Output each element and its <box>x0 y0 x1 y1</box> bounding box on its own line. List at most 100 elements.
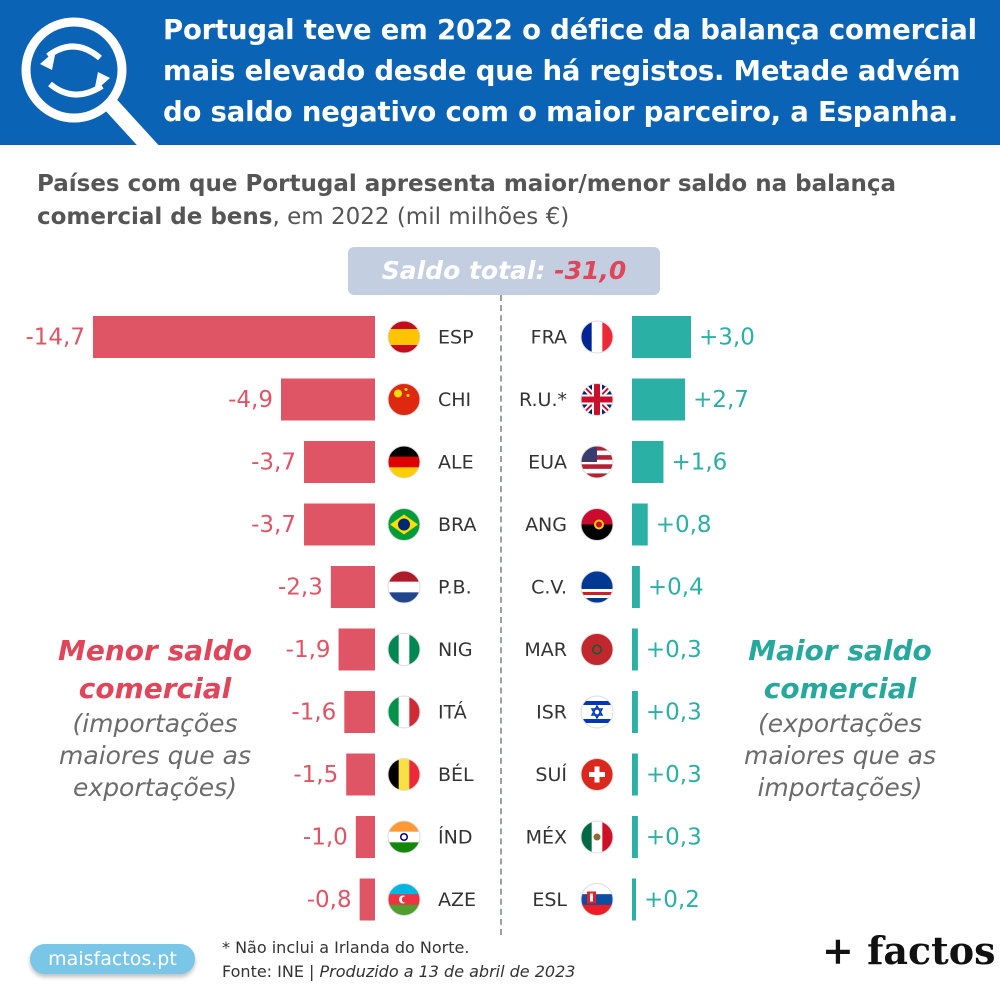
bar-value-label: +0,8 <box>656 512 712 538</box>
bar-value-label: +0,3 <box>646 637 702 663</box>
subtitle-rest: , em 2022 (mil milhões €) <box>272 204 570 230</box>
country-label: ÍND <box>438 826 472 849</box>
country-label: FRA <box>531 327 567 349</box>
flag-bél-icon <box>387 758 421 791</box>
country-label: ITÁ <box>438 701 467 724</box>
subtitle-bold: Países com que Portugal apresenta maior/… <box>37 171 897 230</box>
bar-negative <box>93 316 375 358</box>
bar-positive <box>632 378 686 421</box>
flag-fra-icon <box>580 320 614 354</box>
flag-mar-icon <box>580 633 614 666</box>
flag-chi-icon <box>387 383 421 416</box>
left-panel-note: (importações maiores que as exportações) <box>59 709 251 802</box>
bar-value-label: -0,8 <box>307 887 352 913</box>
right-panel-note: (exportações maiores que as importações) <box>744 709 936 802</box>
bar-negative <box>344 691 375 733</box>
flag-esl-icon <box>580 883 614 916</box>
flag-ang-icon <box>580 508 614 541</box>
bar-value-label: +0,3 <box>646 825 702 851</box>
country-label: ESP <box>438 327 474 349</box>
bar-negative <box>338 628 375 671</box>
country-label: ISR <box>536 702 567 724</box>
bar-positive <box>632 566 640 608</box>
flag-aze-icon <box>387 883 421 916</box>
flag-ru-icon <box>580 383 614 416</box>
flag-ale-icon <box>387 445 421 479</box>
magnifier-arrows-icon <box>21 17 162 160</box>
bar-negative <box>304 503 375 546</box>
total-value: -31,0 <box>554 256 627 285</box>
bar-value-label: +0,3 <box>646 700 702 726</box>
country-label: P.B. <box>438 577 472 599</box>
header-banner: Portugal teve em 2022 o défice da balanç… <box>0 0 1000 160</box>
flag-bra-icon <box>387 508 421 541</box>
bar-positive <box>632 316 691 358</box>
bar-value-label: -1,6 <box>291 700 336 726</box>
site-badge[interactable]: maisfactos.pt <box>30 944 195 974</box>
bar-positive <box>632 816 638 858</box>
country-label: BRA <box>438 514 476 536</box>
bar-value-label: -3,7 <box>251 450 296 476</box>
total-balance-box: Saldo total: -31,0 <box>348 247 660 295</box>
bar-positive <box>632 441 664 483</box>
flag-eua-icon <box>580 445 614 479</box>
center-divider <box>500 295 502 935</box>
bar-value-label: -1,0 <box>303 825 348 851</box>
produced-text: Produzido a 13 de abril de 2023 <box>319 962 576 981</box>
bar-value-label: -3,7 <box>251 512 296 538</box>
country-label: R.U.* <box>519 389 567 411</box>
country-label: NIG <box>438 639 473 661</box>
bar-value-label: +1,6 <box>671 450 727 476</box>
bar-positive <box>632 753 638 796</box>
flag-méx-icon <box>580 820 614 854</box>
flag-itá-icon <box>387 695 421 729</box>
bar-negative <box>281 378 375 421</box>
total-label: Saldo total: <box>381 256 546 285</box>
country-label: ESL <box>532 889 567 911</box>
country-label: ANG <box>525 514 567 536</box>
chart-subtitle: Países com que Portugal apresenta maior/… <box>37 168 967 234</box>
left-panel-title: Menor saldo comercial <box>57 634 253 705</box>
bar-value-label: +0,3 <box>646 762 702 788</box>
bar-negative <box>359 878 375 921</box>
flag-cv-icon <box>580 570 614 604</box>
bar-positive <box>632 878 636 921</box>
bar-positive <box>632 691 638 733</box>
country-label: AZE <box>438 889 476 911</box>
bar-negative <box>355 816 375 858</box>
bar-value-label: -1,9 <box>286 637 331 663</box>
bar-value-label: -2,3 <box>278 575 323 601</box>
right-panel-title: Maior saldo comercial <box>748 634 932 705</box>
bar-value-label: -4,9 <box>228 387 273 413</box>
country-label: CHI <box>438 389 471 411</box>
country-label: MAR <box>524 639 567 661</box>
flag-esp-icon <box>387 320 421 354</box>
bar-positive <box>632 628 638 671</box>
bar-negative <box>346 753 375 796</box>
header-title: Portugal teve em 2022 o défice da balanç… <box>163 14 977 128</box>
country-label: MÉX <box>526 826 567 849</box>
bar-value-label: +0,2 <box>644 887 700 913</box>
bar-value-label: -1,5 <box>293 762 338 788</box>
flag-isr-icon <box>580 695 614 729</box>
bar-value-label: +2,7 <box>693 387 749 413</box>
flag-nig-icon <box>387 633 421 666</box>
country-label: SUÍ <box>535 763 567 786</box>
brand-logo: + factos <box>822 928 996 973</box>
country-label: C.V. <box>531 577 567 599</box>
bar-value-label: +0,4 <box>648 575 704 601</box>
country-label: ALE <box>438 452 474 474</box>
source-text: Fonte: INE | <box>222 962 320 981</box>
country-label: EUA <box>528 452 567 474</box>
bar-positive <box>632 503 648 546</box>
source-line: Fonte: INE | Produzido a 13 de abril de … <box>222 960 575 984</box>
bar-negative <box>304 441 375 483</box>
flag-pb-icon <box>387 570 421 604</box>
flag-índ-icon <box>387 820 421 854</box>
bar-value-label: +3,0 <box>699 325 755 351</box>
flag-suí-icon <box>580 758 614 791</box>
country-label: BÉL <box>438 763 474 786</box>
bar-negative <box>330 566 375 608</box>
bar-value-label: -14,7 <box>25 325 85 351</box>
